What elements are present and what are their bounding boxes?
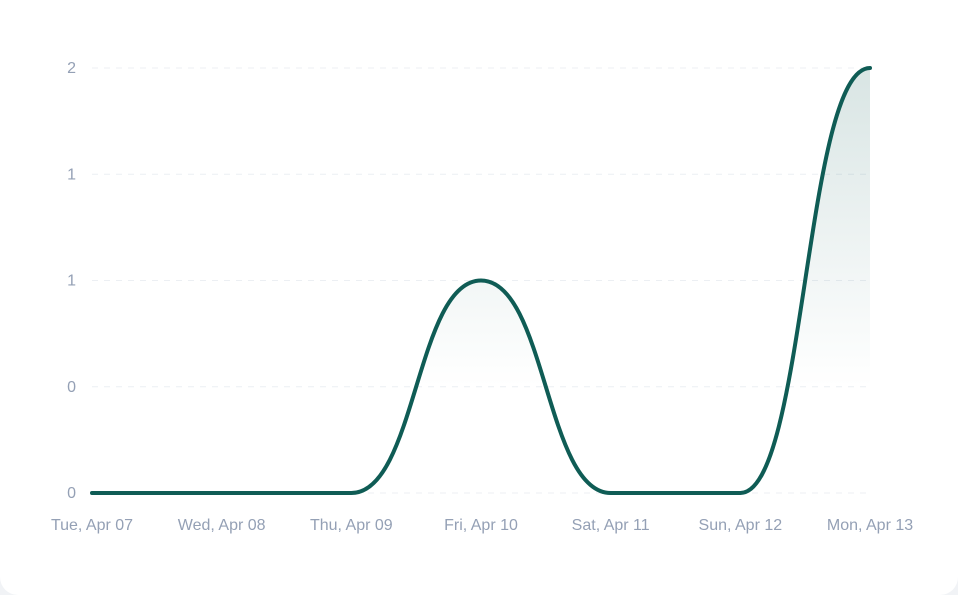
series-line [90, 66, 872, 496]
y-tick-label: 1 [67, 166, 76, 183]
x-tick-label: Wed, Apr 08 [178, 517, 266, 534]
x-tick-label: Mon, Apr 13 [827, 517, 913, 534]
data-point [479, 279, 483, 283]
data-point [738, 491, 742, 495]
y-tick-label: 0 [67, 485, 76, 502]
x-tick-label: Sat, Apr 11 [572, 517, 650, 534]
y-axis: 0 0 1 1 2 [67, 60, 76, 502]
series-layer [90, 66, 872, 496]
data-point [90, 491, 94, 495]
x-tick-label: Fri, Apr 10 [444, 517, 518, 534]
y-tick-label: 2 [67, 60, 76, 77]
data-point [868, 66, 872, 70]
x-tick-label: Sun, Apr 12 [699, 517, 783, 534]
y-tick-label: 1 [67, 273, 76, 290]
x-axis: Tue, Apr 07 Wed, Apr 08 Thu, Apr 09 Fri, Ap… [51, 517, 913, 534]
x-tick-label: Thu, Apr 09 [310, 517, 393, 534]
x-tick-label: Tue, Apr 07 [51, 517, 133, 534]
data-point [349, 491, 353, 495]
data-point [220, 491, 224, 495]
data-point [609, 491, 613, 495]
y-tick-label: 0 [67, 379, 76, 396]
